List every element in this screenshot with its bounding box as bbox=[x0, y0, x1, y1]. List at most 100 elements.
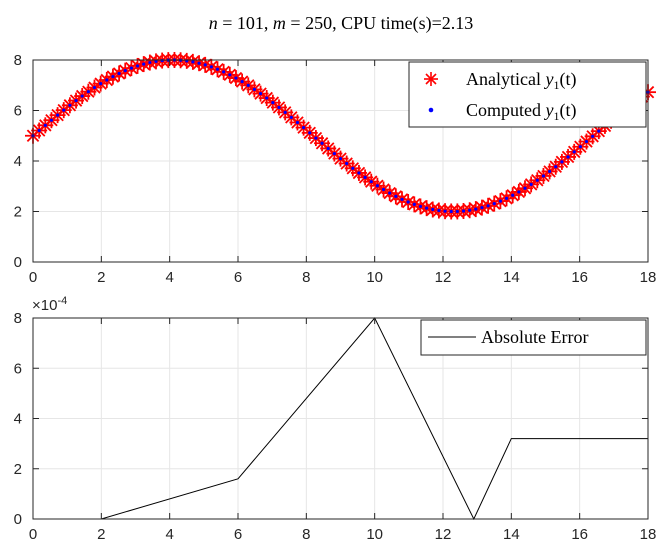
top-xtick-label: 2 bbox=[97, 269, 105, 286]
computed-marker bbox=[517, 190, 521, 194]
computed-marker bbox=[492, 202, 496, 206]
bottom-xtick-label: 4 bbox=[165, 526, 173, 543]
legend-label-analytical: Analytical y1(t) bbox=[466, 69, 576, 92]
computed-marker bbox=[56, 113, 60, 117]
computed-marker bbox=[597, 129, 601, 133]
top-xtick-label: 18 bbox=[640, 269, 657, 286]
computed-marker bbox=[578, 145, 582, 149]
computed-marker bbox=[529, 182, 533, 186]
computed-marker bbox=[209, 65, 213, 69]
computed-marker bbox=[351, 166, 355, 170]
computed-marker bbox=[117, 71, 121, 76]
computed-marker bbox=[234, 76, 238, 80]
bottom-xtick-label: 6 bbox=[234, 526, 242, 543]
computed-marker bbox=[486, 204, 490, 208]
top-ytick-label: 4 bbox=[14, 153, 22, 170]
bottom-ytick-label: 6 bbox=[14, 360, 22, 377]
computed-marker bbox=[99, 82, 103, 86]
computed-marker bbox=[283, 110, 287, 114]
bottom-xtick-label: 8 bbox=[302, 526, 310, 543]
computed-marker bbox=[461, 209, 466, 213]
bottom-ticks: 0 2 4 6 8 10 12 14 16 18 0 2 4 6 8 bbox=[14, 310, 657, 543]
computed-marker bbox=[222, 70, 226, 74]
computed-marker bbox=[504, 196, 509, 200]
computed-marker bbox=[43, 123, 47, 127]
top-xtick-label: 4 bbox=[165, 269, 173, 286]
computed-marker bbox=[345, 161, 349, 166]
bottom-legend: Absolute Error bbox=[420, 319, 647, 356]
bottom-ytick-label: 8 bbox=[14, 310, 22, 327]
computed-marker bbox=[369, 180, 373, 184]
computed-marker bbox=[80, 94, 84, 98]
computed-marker bbox=[400, 197, 404, 201]
bottom-xtick-label: 14 bbox=[503, 526, 520, 543]
top-xtick-label: 6 bbox=[234, 269, 242, 286]
top-xtick-label: 8 bbox=[302, 269, 310, 286]
computed-marker bbox=[246, 83, 250, 87]
computed-marker bbox=[191, 60, 195, 64]
legend-label-absolute-error: Absolute Error bbox=[481, 327, 588, 347]
computed-marker bbox=[523, 186, 527, 190]
computed-marker bbox=[363, 175, 367, 180]
computed-marker bbox=[160, 58, 164, 63]
computed-marker bbox=[474, 207, 478, 211]
computed-marker bbox=[302, 126, 306, 130]
computed-marker bbox=[258, 92, 263, 96]
legend-marker-analytical bbox=[424, 72, 438, 86]
computed-marker bbox=[74, 98, 78, 103]
computed-marker bbox=[277, 105, 281, 110]
computed-marker bbox=[68, 103, 72, 107]
computed-marker bbox=[37, 128, 41, 133]
computed-marker bbox=[566, 155, 570, 159]
computed-marker bbox=[154, 59, 158, 63]
computed-marker bbox=[320, 141, 324, 145]
computed-marker bbox=[271, 101, 275, 105]
computed-marker bbox=[111, 74, 115, 79]
computed-marker bbox=[295, 120, 300, 125]
computed-marker bbox=[572, 150, 576, 154]
computed-marker bbox=[548, 169, 552, 174]
computed-marker bbox=[308, 131, 312, 135]
computed-marker bbox=[123, 69, 127, 73]
exponent-label: ×10-4 bbox=[32, 295, 67, 314]
computed-marker bbox=[197, 61, 201, 65]
computed-marker bbox=[511, 193, 515, 197]
top-xtick-label: 14 bbox=[503, 269, 520, 286]
top-ytick-label: 2 bbox=[14, 204, 22, 221]
computed-marker bbox=[449, 209, 453, 214]
top-legend: Analytical y1(t) Computed y1(t) bbox=[408, 61, 647, 128]
computed-marker bbox=[86, 90, 90, 94]
computed-marker bbox=[375, 184, 379, 188]
computed-marker bbox=[412, 202, 416, 206]
computed-marker bbox=[406, 200, 410, 204]
bottom-xtick-label: 10 bbox=[366, 526, 383, 543]
computed-marker bbox=[338, 157, 343, 161]
computed-marker bbox=[92, 85, 97, 90]
computed-marker bbox=[357, 171, 361, 175]
computed-marker bbox=[455, 209, 459, 214]
computed-marker bbox=[314, 136, 318, 140]
legend-label-computed: Computed y1(t) bbox=[466, 100, 577, 123]
computed-marker bbox=[554, 165, 558, 169]
bottom-xtick-label: 12 bbox=[435, 526, 452, 543]
computed-marker bbox=[541, 174, 546, 178]
computed-marker bbox=[289, 115, 293, 119]
computed-marker bbox=[265, 96, 269, 100]
computed-marker bbox=[215, 67, 220, 71]
computed-marker bbox=[425, 206, 429, 210]
top-xtick-label: 10 bbox=[366, 269, 383, 286]
legend-marker-computed bbox=[428, 107, 434, 113]
computed-marker bbox=[49, 118, 54, 122]
computed-marker bbox=[584, 139, 589, 144]
computed-marker bbox=[443, 209, 447, 213]
computed-marker bbox=[381, 187, 386, 192]
bottom-ytick-label: 2 bbox=[14, 461, 22, 478]
computed-marker bbox=[148, 60, 152, 65]
computed-marker bbox=[388, 191, 392, 195]
top-xtick-label: 12 bbox=[435, 269, 452, 286]
bottom-ytick-label: 4 bbox=[14, 411, 22, 428]
computed-marker bbox=[431, 207, 435, 212]
computed-marker bbox=[240, 79, 244, 84]
computed-marker bbox=[332, 151, 336, 156]
